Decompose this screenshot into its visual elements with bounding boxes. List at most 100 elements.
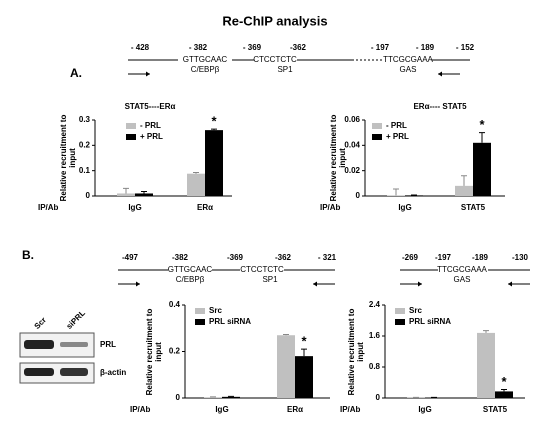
- position-label: -369: [227, 253, 244, 262]
- x-tick-label: ERα: [287, 405, 303, 414]
- error-bar: [393, 188, 399, 196]
- legend-label: Src: [209, 306, 222, 315]
- x-tick-label: STAT5: [461, 203, 486, 212]
- x-axis-label: IP/Ab: [130, 405, 151, 414]
- position-label: -197: [435, 253, 452, 262]
- legend-swatch: [126, 134, 136, 140]
- position-label: - 197: [371, 43, 390, 52]
- x-axis-label: IP/Ab: [340, 405, 361, 414]
- error-bar: [123, 187, 129, 194]
- bar: [204, 397, 222, 398]
- bar: [477, 332, 495, 398]
- position-label: - 428: [131, 43, 150, 52]
- bar: [187, 173, 205, 196]
- arrow-head: [438, 71, 442, 77]
- legend-label: - PRL: [386, 121, 407, 130]
- row-label: β-actin: [100, 368, 126, 377]
- y-tick-label: 0: [86, 191, 91, 200]
- sequence: GTTGCAAC: [183, 55, 228, 64]
- position-label: - 321: [318, 253, 337, 262]
- x-tick-label: ERα: [197, 203, 213, 212]
- legend-label: - PRL: [140, 121, 161, 130]
- band: [24, 368, 54, 376]
- arrow-head: [313, 281, 317, 287]
- error-bar: [479, 132, 485, 143]
- site-label: C/EBPβ: [176, 275, 205, 284]
- legend-swatch: [195, 319, 205, 325]
- y-tick-label: 0.2: [79, 140, 91, 149]
- site-label: SP1: [262, 275, 278, 284]
- sequence: CTCCTCTC: [253, 55, 297, 64]
- error-bar: [301, 348, 307, 357]
- bar: [455, 185, 473, 196]
- position-label: -497: [122, 253, 139, 262]
- bar: [222, 396, 240, 398]
- legend-swatch: [395, 319, 405, 325]
- legend-swatch: [126, 123, 136, 129]
- legend-swatch: [372, 134, 382, 140]
- position-label: -189: [472, 253, 489, 262]
- panel-label: B.: [22, 248, 34, 262]
- y-tick-label: 0.2: [169, 347, 181, 356]
- error-bar: [461, 175, 467, 186]
- legend-label: PRL siRNA: [209, 317, 251, 326]
- panel-label: A.: [70, 66, 82, 80]
- error-bar: [483, 330, 489, 333]
- y-tick-label: 0: [376, 393, 381, 402]
- x-tick-label: STAT5: [483, 405, 508, 414]
- band: [60, 342, 88, 347]
- y-tick-label: 0.04: [344, 140, 360, 149]
- sequence: TTCGCGAAA: [437, 265, 487, 274]
- sequence: GTTGCAAC: [168, 265, 213, 274]
- position-label: - 189: [416, 43, 435, 52]
- legend-swatch: [395, 308, 405, 314]
- lane-label: siPRL: [65, 308, 87, 330]
- bar: [277, 335, 295, 398]
- band: [24, 340, 54, 349]
- y-axis-label: Relative recruitment to input: [347, 308, 365, 395]
- y-tick-label: 0.3: [79, 115, 91, 124]
- chart-title: ERα---- STAT5: [413, 102, 467, 111]
- site-label: C/EBPβ: [191, 65, 220, 74]
- x-axis-label: IP/Ab: [320, 203, 341, 212]
- position-label: -362: [275, 253, 292, 262]
- annotation: *: [501, 374, 507, 389]
- bar: [387, 195, 405, 196]
- y-tick-label: 2.4: [369, 300, 381, 309]
- legend-label: + PRL: [140, 132, 163, 141]
- arrow-head: [146, 71, 150, 77]
- annotation: *: [211, 114, 217, 129]
- position-label: - 152: [456, 43, 475, 52]
- bar: [405, 195, 423, 196]
- position-label: - 382: [189, 43, 208, 52]
- y-tick-label: 0.06: [344, 115, 360, 124]
- row-label: PRL: [100, 340, 116, 349]
- legend-swatch: [195, 308, 205, 314]
- error-bar: [501, 388, 507, 392]
- position-label: -382: [172, 253, 189, 262]
- x-tick-label: IgG: [128, 203, 141, 212]
- legend-label: + PRL: [386, 132, 409, 141]
- blot: Scr siPRL PRL β-actin: [19, 308, 126, 384]
- bar: [495, 391, 513, 398]
- annotation: *: [301, 334, 307, 349]
- y-axis-label: Relative recruitment to input: [145, 308, 163, 395]
- bar: [205, 130, 223, 196]
- position-label: -130: [512, 253, 529, 262]
- arrow-head: [508, 281, 512, 287]
- arrow-head: [418, 281, 422, 287]
- y-axis-label: Relative recruitment to input: [59, 114, 77, 202]
- bar: [295, 356, 313, 398]
- sequence: CTCCTCTC: [240, 265, 284, 274]
- site-label: GAS: [454, 275, 471, 284]
- y-tick-label: 0: [356, 191, 361, 200]
- y-axis-label: Relative recruitment to input: [329, 114, 347, 202]
- legend-label: Src: [409, 306, 422, 315]
- sequence: TTCGCGAAA: [383, 55, 433, 64]
- bar: [117, 193, 135, 196]
- arrow-head: [136, 281, 140, 287]
- error-bar: [141, 190, 147, 194]
- y-tick-label: 1.6: [369, 331, 381, 340]
